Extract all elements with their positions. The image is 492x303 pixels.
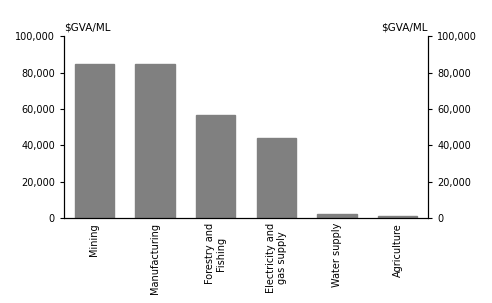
Bar — [196, 115, 235, 218]
Text: $GVA/ML: $GVA/ML — [64, 23, 111, 33]
Bar — [378, 216, 417, 218]
Text: $GVA/ML: $GVA/ML — [381, 23, 428, 33]
Bar — [257, 138, 296, 218]
Bar — [75, 64, 114, 218]
Bar — [135, 64, 175, 218]
Bar — [317, 214, 357, 218]
